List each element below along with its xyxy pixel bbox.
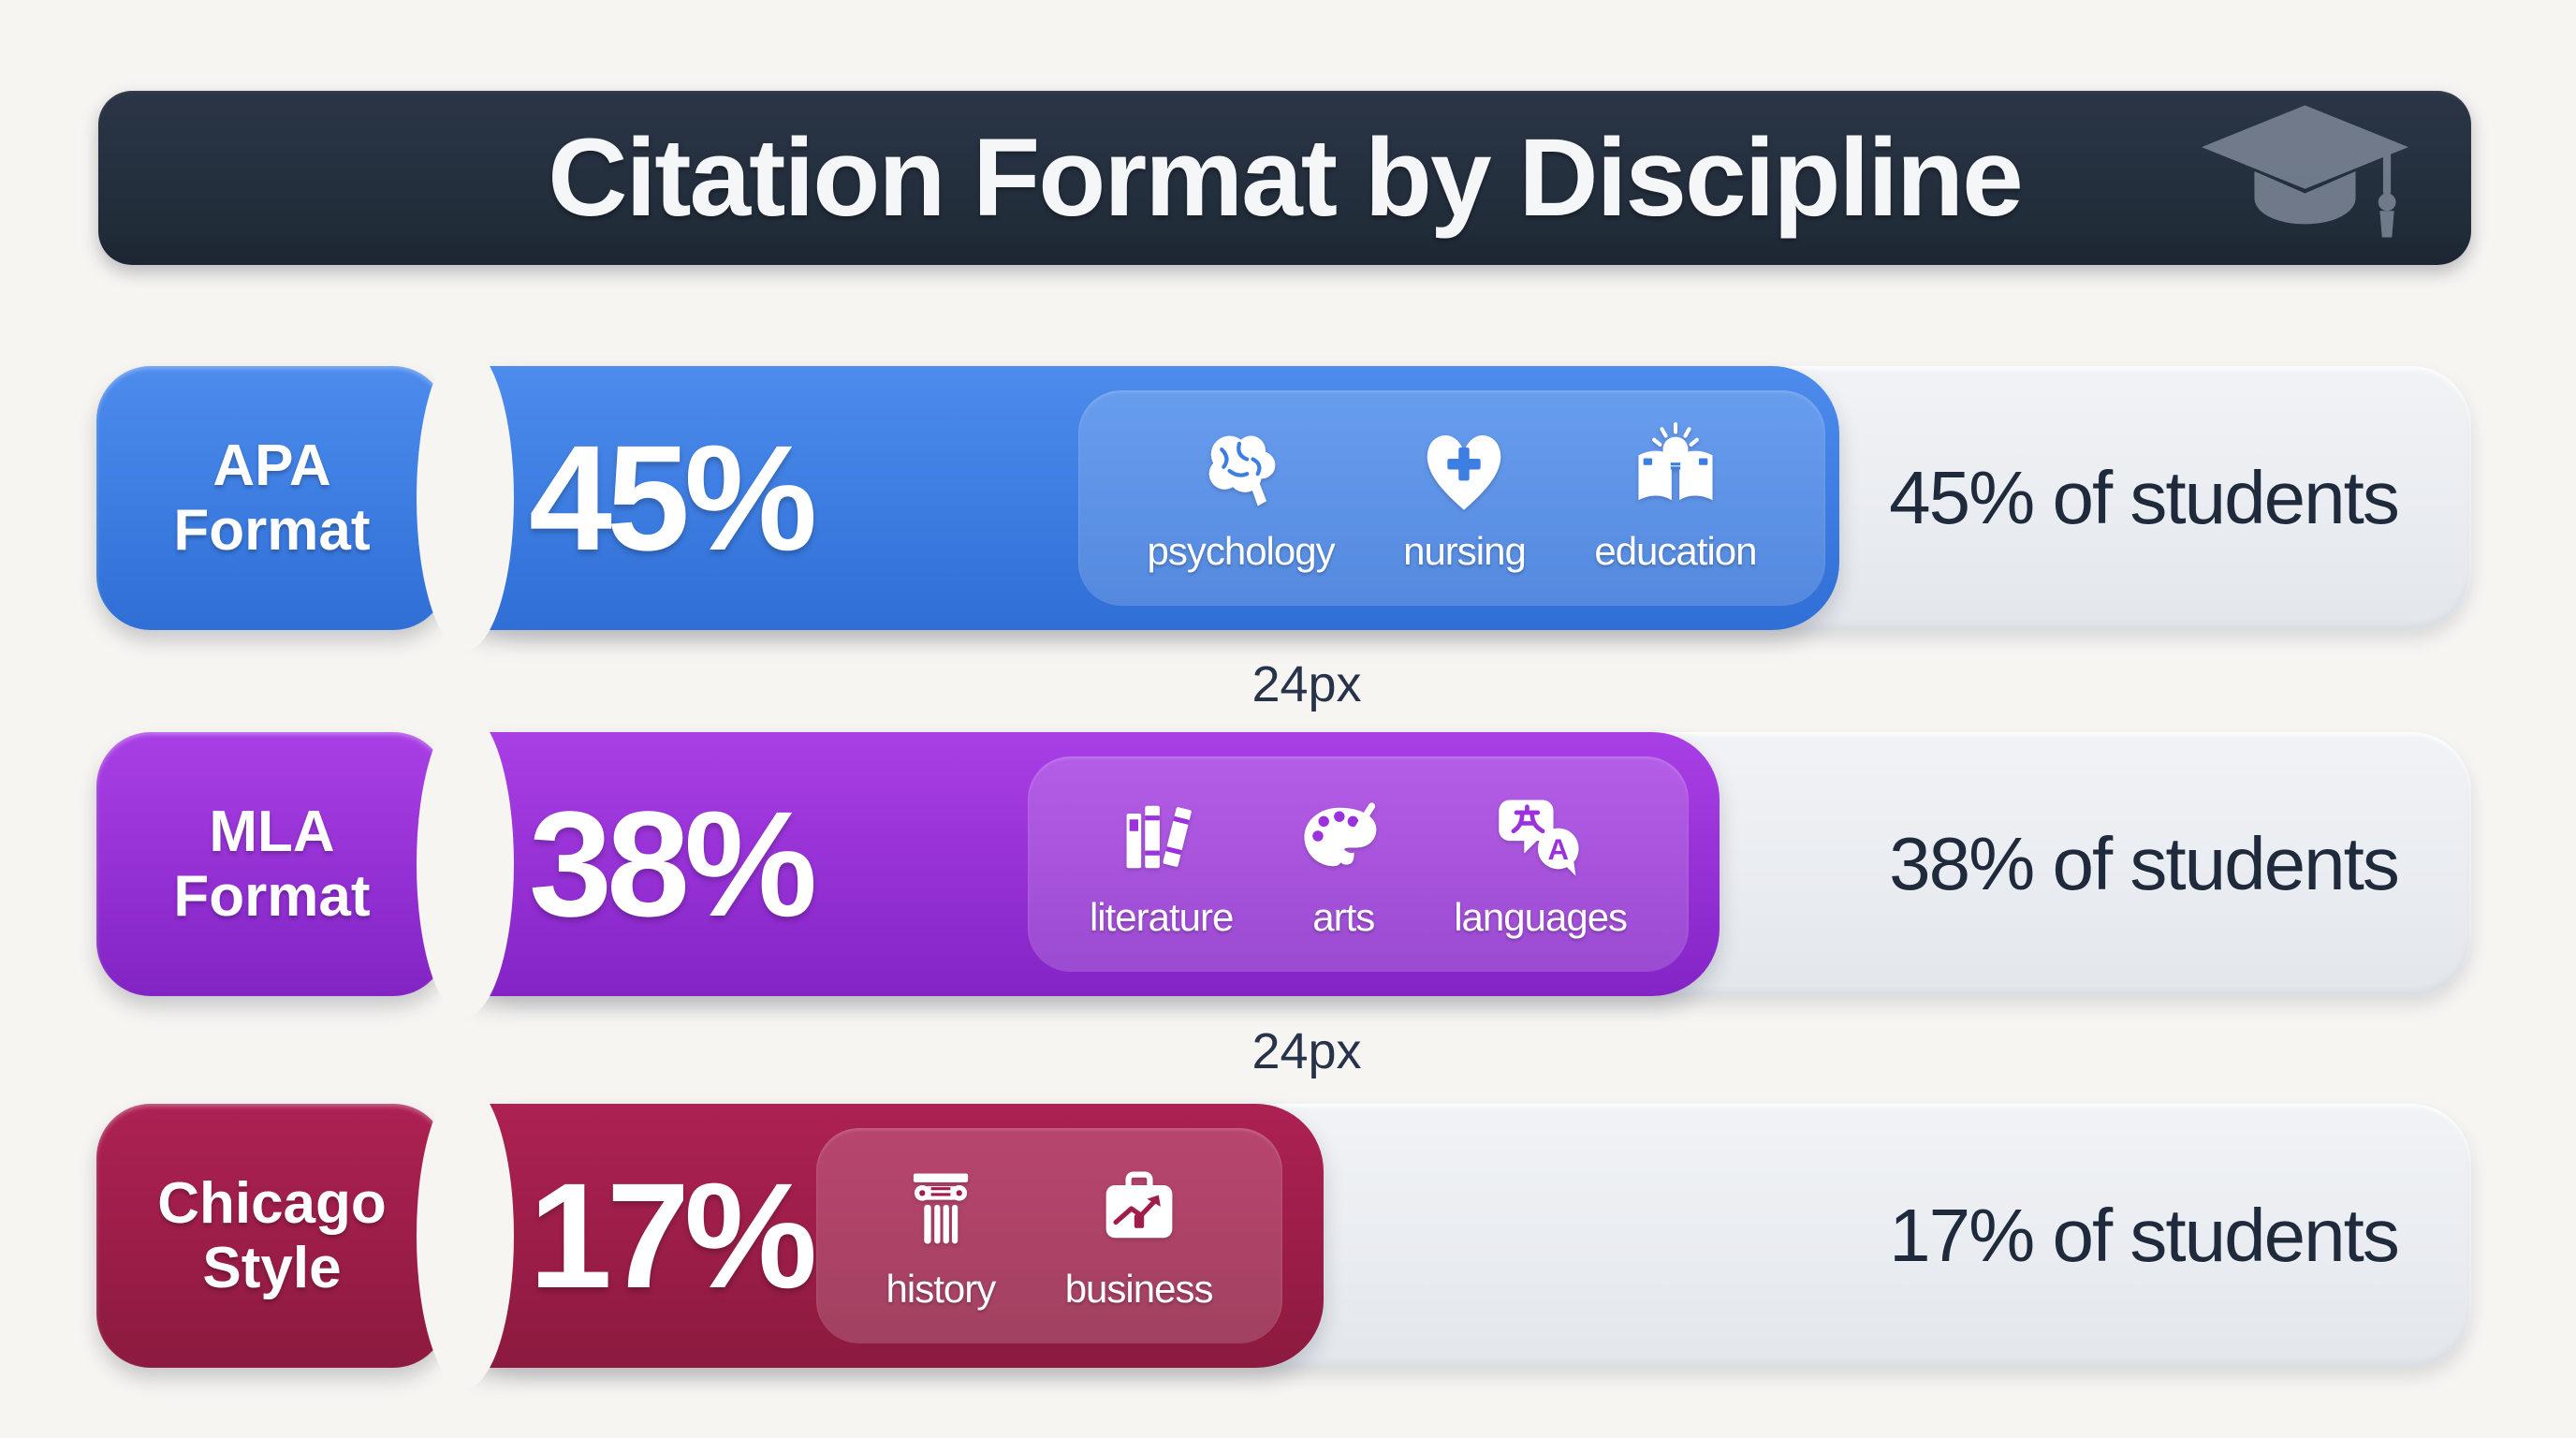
spacing-annotation: 24px — [1251, 1023, 1362, 1079]
students-label-chicago: 17% of students — [1889, 1194, 2400, 1277]
discipline-label: business — [1064, 1267, 1214, 1311]
discipline-education: education — [1594, 422, 1758, 574]
column-icon — [913, 1173, 968, 1244]
percent-label-apa: 45% — [529, 414, 817, 581]
chart-row-chicago: Chicago Style 17% of students 17% — [0, 1083, 2576, 1388]
heart-cross-icon — [1427, 434, 1501, 510]
discipline-panel-mla: literature arts — [1028, 756, 1689, 972]
discipline-psychology: psychology — [1147, 422, 1336, 574]
chip-label-line1: MLA — [209, 799, 335, 864]
discipline-business: business — [1065, 1160, 1213, 1312]
chart-row-apa: APA Format 45% of students 45% — [0, 345, 2576, 651]
books-icon — [1126, 805, 1192, 869]
discipline-nursing: nursing — [1403, 422, 1527, 574]
brain-icon — [1208, 435, 1275, 506]
discipline-label: nursing — [1403, 529, 1527, 573]
palette-icon — [1304, 802, 1377, 867]
discipline-label: education — [1594, 529, 1757, 573]
discipline-label: arts — [1312, 895, 1375, 939]
svg-text:A: A — [1547, 833, 1569, 866]
discipline-literature: literature — [1089, 788, 1234, 940]
discipline-label: psychology — [1147, 529, 1335, 573]
students-label-apa: 45% of students — [1889, 456, 2400, 539]
book-lightbulb-icon — [1638, 422, 1713, 501]
bar-fill-apa: 45% psycho — [417, 345, 1839, 651]
discipline-languages: A languages — [1454, 788, 1628, 940]
discipline-history: history — [886, 1160, 996, 1312]
percent-label-mla: 38% — [529, 780, 817, 947]
title-bar: Citation Format by Discipline — [98, 91, 2471, 265]
students-label-mla: 38% of students — [1889, 822, 2400, 905]
bar-fill-mla: 38% litera — [417, 712, 1720, 1017]
chip-label-line2: Format — [173, 498, 371, 563]
discipline-label: literature — [1089, 895, 1234, 939]
chart-row-mla: MLA Format 38% of students 38% — [0, 712, 2576, 1017]
discipline-arts: arts — [1295, 788, 1392, 940]
discipline-panel-apa: psychology nursing — [1078, 390, 1825, 606]
chip-label-line1: Chicago — [157, 1170, 387, 1236]
discipline-panel-chicago: history — [816, 1128, 1282, 1343]
discipline-label: languages — [1454, 895, 1628, 939]
discipline-label: history — [886, 1267, 997, 1311]
chip-label-line1: APA — [212, 433, 331, 498]
format-chip-chicago: Chicago Style — [96, 1104, 447, 1368]
format-chip-apa: APA Format — [96, 366, 447, 630]
chip-label-line2: Format — [173, 864, 371, 929]
page-title: Citation Format by Discipline — [548, 116, 2024, 240]
translate-icon: A — [1498, 800, 1579, 876]
bar-fill-chicago: 17% — [417, 1083, 1324, 1388]
spacing-annotation: 24px — [1251, 656, 1362, 712]
format-chip-mla: MLA Format — [96, 732, 447, 996]
briefcase-icon — [1105, 1171, 1172, 1239]
graduation-cap-icon — [2202, 105, 2408, 238]
chip-label-line2: Style — [202, 1236, 342, 1300]
percent-label-chicago: 17% — [529, 1152, 817, 1319]
